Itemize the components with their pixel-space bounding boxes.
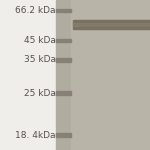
Text: 18. 4kDa: 18. 4kDa	[15, 130, 56, 140]
Bar	[73, 20, 150, 28]
Bar	[56, 39, 71, 42]
Bar	[73, 23, 150, 26]
Bar	[56, 133, 71, 137]
Bar	[56, 9, 71, 12]
Bar	[56, 91, 71, 95]
Bar	[56, 58, 71, 62]
Text: 35 kDa: 35 kDa	[24, 56, 56, 64]
Bar	[71, 0, 150, 150]
Text: 66.2 kDa: 66.2 kDa	[15, 6, 56, 15]
Text: 45 kDa: 45 kDa	[24, 36, 56, 45]
Bar	[56, 0, 150, 150]
Text: 25 kDa: 25 kDa	[24, 88, 56, 98]
